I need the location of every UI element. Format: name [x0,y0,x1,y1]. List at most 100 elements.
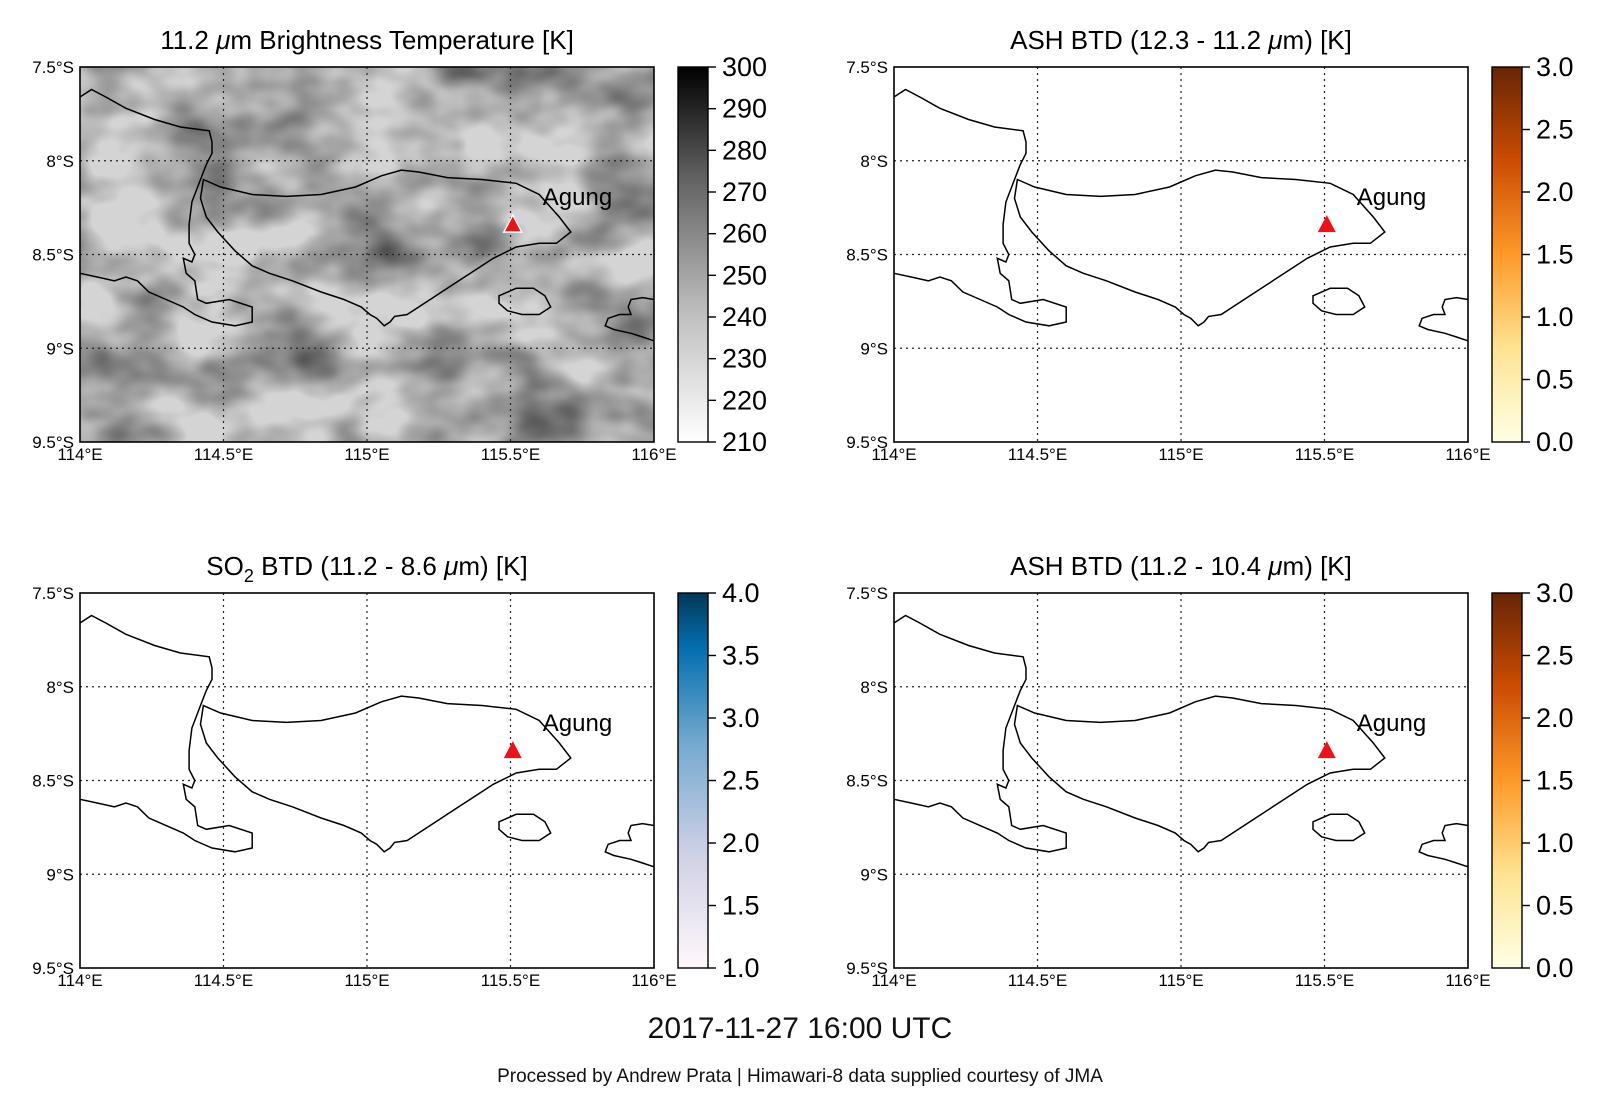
longitude-tick-label: 116°E [631,971,676,990]
panel-title: SO2 BTD (11.2 - 8.6 μm) [K] [206,551,527,586]
volcano-marker-icon [503,741,522,759]
coastline-nusa-penida [498,287,552,316]
colorbar [677,592,709,969]
colorbar-tick-label: 270 [722,177,767,207]
colorbar-tick-label: 0.5 [1536,365,1574,395]
map-panel-2: ASH BTD (12.3 - 11.2 μm) [K] Agung 114°E 11… [846,25,1573,464]
colorbar-tick-label: 290 [722,94,767,124]
volcano-label: Agung [1357,184,1426,211]
latitude-tick-label: 7.5°S [32,584,74,603]
colorbar-tick-label: 1.0 [1536,302,1574,332]
latitude-tick-label: 8°S [46,152,74,171]
coastline-lombok [1418,822,1469,868]
coastline-bali [1013,695,1386,853]
colorbar-tick-label: 1.5 [1536,240,1574,270]
colorbar [1491,592,1523,969]
colorbar-tick-label: 1.0 [1536,828,1574,858]
coastline-lombok [604,822,655,868]
map-panel-3: SO2 BTD (11.2 - 8.6 μm) [K] Agung 114°E 114… [32,551,759,990]
latitude-tick-label: 8°S [860,678,888,697]
panel-title: 11.2 μm Brightness Temperature [K] [160,25,574,55]
colorbar [1491,66,1523,443]
colorbar-tick-label: 1.5 [722,891,760,921]
coastline-bali [199,695,572,853]
coastline-lombok [604,296,655,342]
coastline-lombok [1418,296,1469,342]
colorbar-tick-label: 2.5 [1536,115,1574,145]
volcano-label: Agung [1357,710,1426,737]
longitude-tick-label: 115°E [1158,445,1203,464]
latitude-tick-label: 9°S [860,865,888,884]
latitude-tick-label: 9°S [860,339,888,358]
longitude-tick-label: 114°E [871,445,916,464]
latitude-tick-label: 7.5°S [32,58,74,77]
colorbar-tick-label: 2.0 [722,828,760,858]
latitude-tick-label: 8.5°S [32,772,74,791]
longitude-tick-label: 115.5°E [481,445,540,464]
longitude-tick-label: 115.5°E [481,971,540,990]
volcano-marker-icon [1317,741,1336,759]
longitude-tick-label: 115°E [1158,971,1203,990]
colorbar-tick-label: 3.0 [1536,52,1574,82]
colorbar-tick-label: 3.0 [1536,578,1574,608]
map-frame [893,66,1469,443]
longitude-tick-label: 114.5°E [1008,971,1067,990]
latitude-tick-label: 9.5°S [846,433,888,452]
coastline-java [893,614,1067,853]
latitude-tick-label: 9°S [46,339,74,358]
latitude-tick-label: 9.5°S [846,959,888,978]
map-frame [893,592,1469,969]
colorbar-tick-label: 2.0 [1536,177,1574,207]
latitude-tick-label: 8.5°S [32,246,74,265]
latitude-tick-label: 8.5°S [846,772,888,791]
longitude-tick-label: 114°E [57,971,102,990]
colorbar-tick-label: 0.0 [1536,953,1574,983]
longitude-tick-label: 114.5°E [194,445,253,464]
colorbar-tick-label: 250 [722,260,767,290]
figure-timestamp: 2017-11-27 16:00 UTC [647,1012,953,1045]
longitude-tick-label: 116°E [1445,445,1490,464]
colorbar-tick-label: 3.0 [722,703,760,733]
data-credit: Processed by Andrew Prata | Himawari-8 d… [497,1066,1103,1087]
colorbar-tick-label: 2.5 [722,766,760,796]
coastline-nusa-penida [498,813,552,842]
longitude-tick-label: 116°E [631,445,676,464]
colorbar-tick-label: 2.5 [1536,641,1574,671]
longitude-tick-label: 115°E [344,971,389,990]
colorbar-tick-label: 300 [722,52,767,82]
colorbar-tick-label: 1.5 [1536,766,1574,796]
colorbar-tick-label: 0.0 [1536,427,1574,457]
panel-title: ASH BTD (12.3 - 11.2 μm) [K] [1010,25,1352,55]
latitude-tick-label: 9.5°S [32,959,74,978]
map-frame [79,66,655,443]
colorbar-tick-label: 210 [722,427,767,457]
volcano-label: Agung [543,710,612,737]
latitude-tick-label: 8°S [860,152,888,171]
colorbar-tick-label: 4.0 [722,578,760,608]
colorbar-tick-label: 280 [722,135,767,165]
map-frame [79,592,655,969]
coastline-nusa-penida [1312,287,1366,316]
latitude-tick-label: 8°S [46,678,74,697]
latitude-tick-label: 7.5°S [846,58,888,77]
coastline-bali [1013,169,1386,327]
longitude-tick-label: 114°E [57,445,102,464]
colorbar [677,66,709,443]
longitude-tick-label: 116°E [1445,971,1490,990]
coastline-java [893,88,1067,327]
panel-title: ASH BTD (11.2 - 10.4 μm) [K] [1010,551,1352,581]
coastline-nusa-penida [1312,813,1366,842]
coastline-bali [199,169,572,327]
coastline-java [79,88,253,327]
colorbar-tick-label: 230 [722,344,767,374]
colorbar-tick-label: 1.0 [722,953,760,983]
volcano-marker-icon [502,213,524,233]
latitude-tick-label: 8.5°S [846,246,888,265]
colorbar-tick-label: 220 [722,385,767,415]
latitude-tick-label: 9°S [46,865,74,884]
volcano-label: Agung [543,184,612,211]
latitude-tick-label: 7.5°S [846,584,888,603]
longitude-tick-label: 114.5°E [194,971,253,990]
longitude-tick-label: 114.5°E [1008,445,1067,464]
colorbar-tick-label: 0.5 [1536,891,1574,921]
